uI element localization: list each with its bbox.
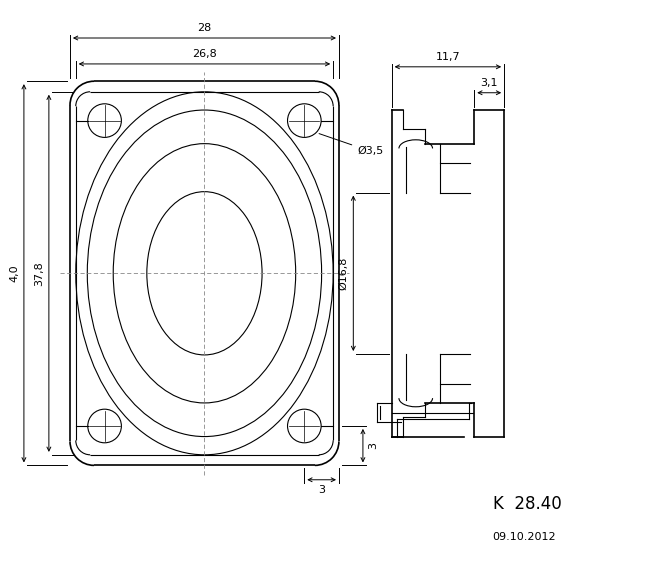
Text: 28: 28 xyxy=(197,23,212,33)
Text: 11,7: 11,7 xyxy=(435,52,460,62)
Text: 37,8: 37,8 xyxy=(34,261,44,285)
Text: 4,0: 4,0 xyxy=(9,264,19,282)
Text: 09.10.2012: 09.10.2012 xyxy=(493,532,556,542)
Text: 3,1: 3,1 xyxy=(480,78,498,88)
Text: 3: 3 xyxy=(368,442,378,449)
Text: K  28.40: K 28.40 xyxy=(493,495,561,513)
Text: Ø3,5: Ø3,5 xyxy=(319,133,384,156)
Text: 3: 3 xyxy=(318,484,325,494)
Text: Ø16,8: Ø16,8 xyxy=(339,257,349,290)
Text: 26,8: 26,8 xyxy=(192,49,217,59)
